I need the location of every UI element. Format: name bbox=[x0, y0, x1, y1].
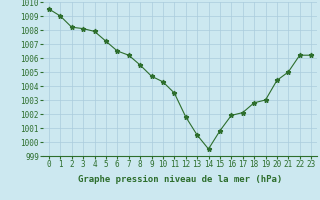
X-axis label: Graphe pression niveau de la mer (hPa): Graphe pression niveau de la mer (hPa) bbox=[78, 175, 282, 184]
